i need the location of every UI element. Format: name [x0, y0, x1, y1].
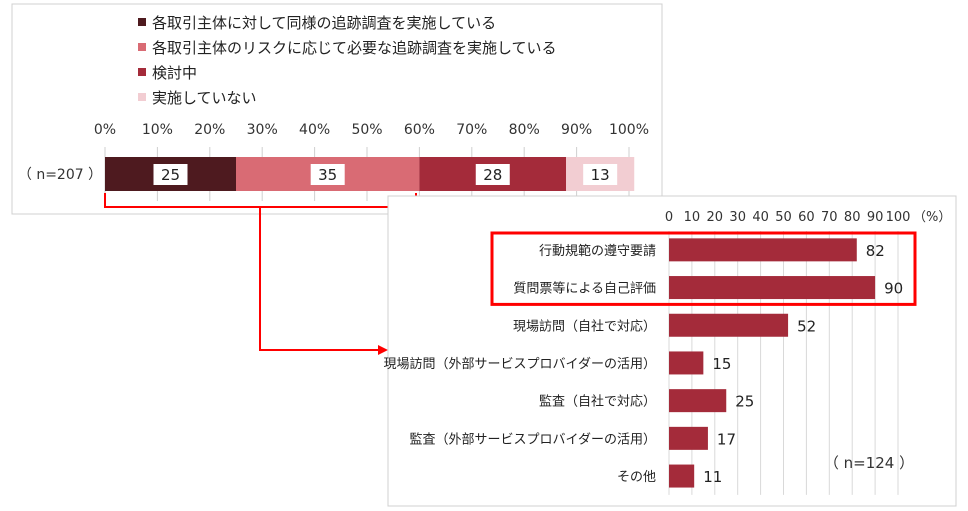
stacked-chart-category-label: （ n=207 ） [18, 167, 102, 183]
breakdown-chart-gridlines [668, 231, 899, 495]
data-label: 52 [797, 317, 816, 335]
data-label: 25 [735, 393, 754, 411]
data-label: 25 [161, 166, 180, 184]
legend-swatch [138, 43, 146, 51]
x-tick-label: 10 [684, 210, 701, 225]
highlight-box [490, 231, 917, 306]
x-tick-label: 40 [752, 210, 769, 225]
category-label: 現場訪問（外部サービスプロバイダーの活用） [384, 356, 656, 372]
x-tick-label: 100% [609, 122, 649, 138]
breakdown-chart-n-label: （ n=124 ） [824, 454, 914, 472]
x-tick-label: 100 [886, 210, 911, 225]
legend-swatch [138, 93, 146, 101]
bar [669, 276, 876, 300]
data-label-box [475, 164, 510, 185]
bar [669, 351, 704, 375]
category-label: その他 [617, 470, 656, 485]
legend-swatch [138, 68, 146, 76]
category-label: 監査（自社で対応） [539, 394, 656, 410]
x-tick-label: 40% [299, 122, 330, 138]
stacked-chart-x-ticks: 0% 10% 20% 30% 40% 50% 60% 70% 80% 90% 100% [94, 122, 649, 138]
x-tick-label: 70 [821, 210, 838, 225]
category-label: 現場訪問（自社で対応） [513, 318, 656, 334]
legend-label: 実施していない [152, 89, 257, 107]
data-label: 11 [703, 468, 722, 486]
x-tick-label: 30% [247, 122, 278, 138]
callout-arrow-line [259, 207, 380, 351]
category-label: 行動規範の遵守要請 [539, 243, 656, 259]
callout-arrowhead [378, 345, 388, 355]
data-label: 35 [318, 166, 337, 184]
legend-swatch [138, 18, 146, 26]
data-label: 82 [866, 242, 885, 260]
x-tick-label: 20% [194, 122, 225, 138]
stacked-chart-bars: 25 35 28 13 [105, 157, 635, 191]
x-tick-label: 50 [775, 210, 792, 225]
legend-label: 各取引主体に対して同様の追跡調査を実施している [152, 14, 496, 32]
data-label-box [153, 164, 188, 185]
bar [669, 313, 789, 337]
stacked-chart-legend: 各取引主体に対して同様の追跡調査を実施している各取引主体のリスクに応じて必要な追… [138, 14, 557, 107]
x-tick-label: 30 [729, 210, 746, 225]
legend-label: 検討中 [152, 64, 197, 82]
x-tick-label: 70% [456, 122, 487, 138]
x-tick-label: 50% [351, 122, 382, 138]
data-label: 13 [591, 166, 610, 184]
bar [669, 464, 695, 488]
breakdown-chart-bars: 行動規範の遵守要請 82 質問票等による自己評価 90 現場訪問（自社で対応） 52 現場訪… [384, 238, 903, 488]
x-tick-label: 80 [844, 210, 861, 225]
callout-connector [104, 193, 417, 355]
breakdown-chart-x-ticks: 0 10 20 30 40 50 60 70 80 90 100 [665, 210, 911, 225]
data-label: 90 [884, 280, 903, 298]
bar [669, 389, 727, 413]
x-tick-label: 60% [404, 122, 435, 138]
data-label: 15 [712, 355, 731, 373]
x-tick-label: 90 [867, 210, 884, 225]
data-label: 28 [483, 166, 502, 184]
x-tick-label: 0 [665, 210, 673, 225]
category-label: 質問票等による自己評価 [513, 281, 656, 297]
data-label: 17 [717, 430, 736, 448]
x-tick-label: 80% [509, 122, 540, 138]
x-tick-label: 60 [798, 210, 815, 225]
x-tick-label: 20 [707, 210, 724, 225]
bar [669, 426, 708, 450]
legend-label: 各取引主体のリスクに応じて必要な追跡調査を実施している [152, 39, 557, 57]
data-label-box [583, 164, 618, 185]
category-label: 監査（外部サービスプロバイダーの活用） [410, 431, 656, 447]
breakdown-chart-unit-label: （%） [913, 210, 951, 225]
bar [669, 238, 857, 262]
x-tick-label: 90% [561, 122, 592, 138]
highlight-rectangle [490, 231, 917, 306]
x-tick-label: 0% [94, 122, 116, 138]
x-tick-label: 10% [142, 122, 173, 138]
data-label-box [310, 164, 345, 185]
